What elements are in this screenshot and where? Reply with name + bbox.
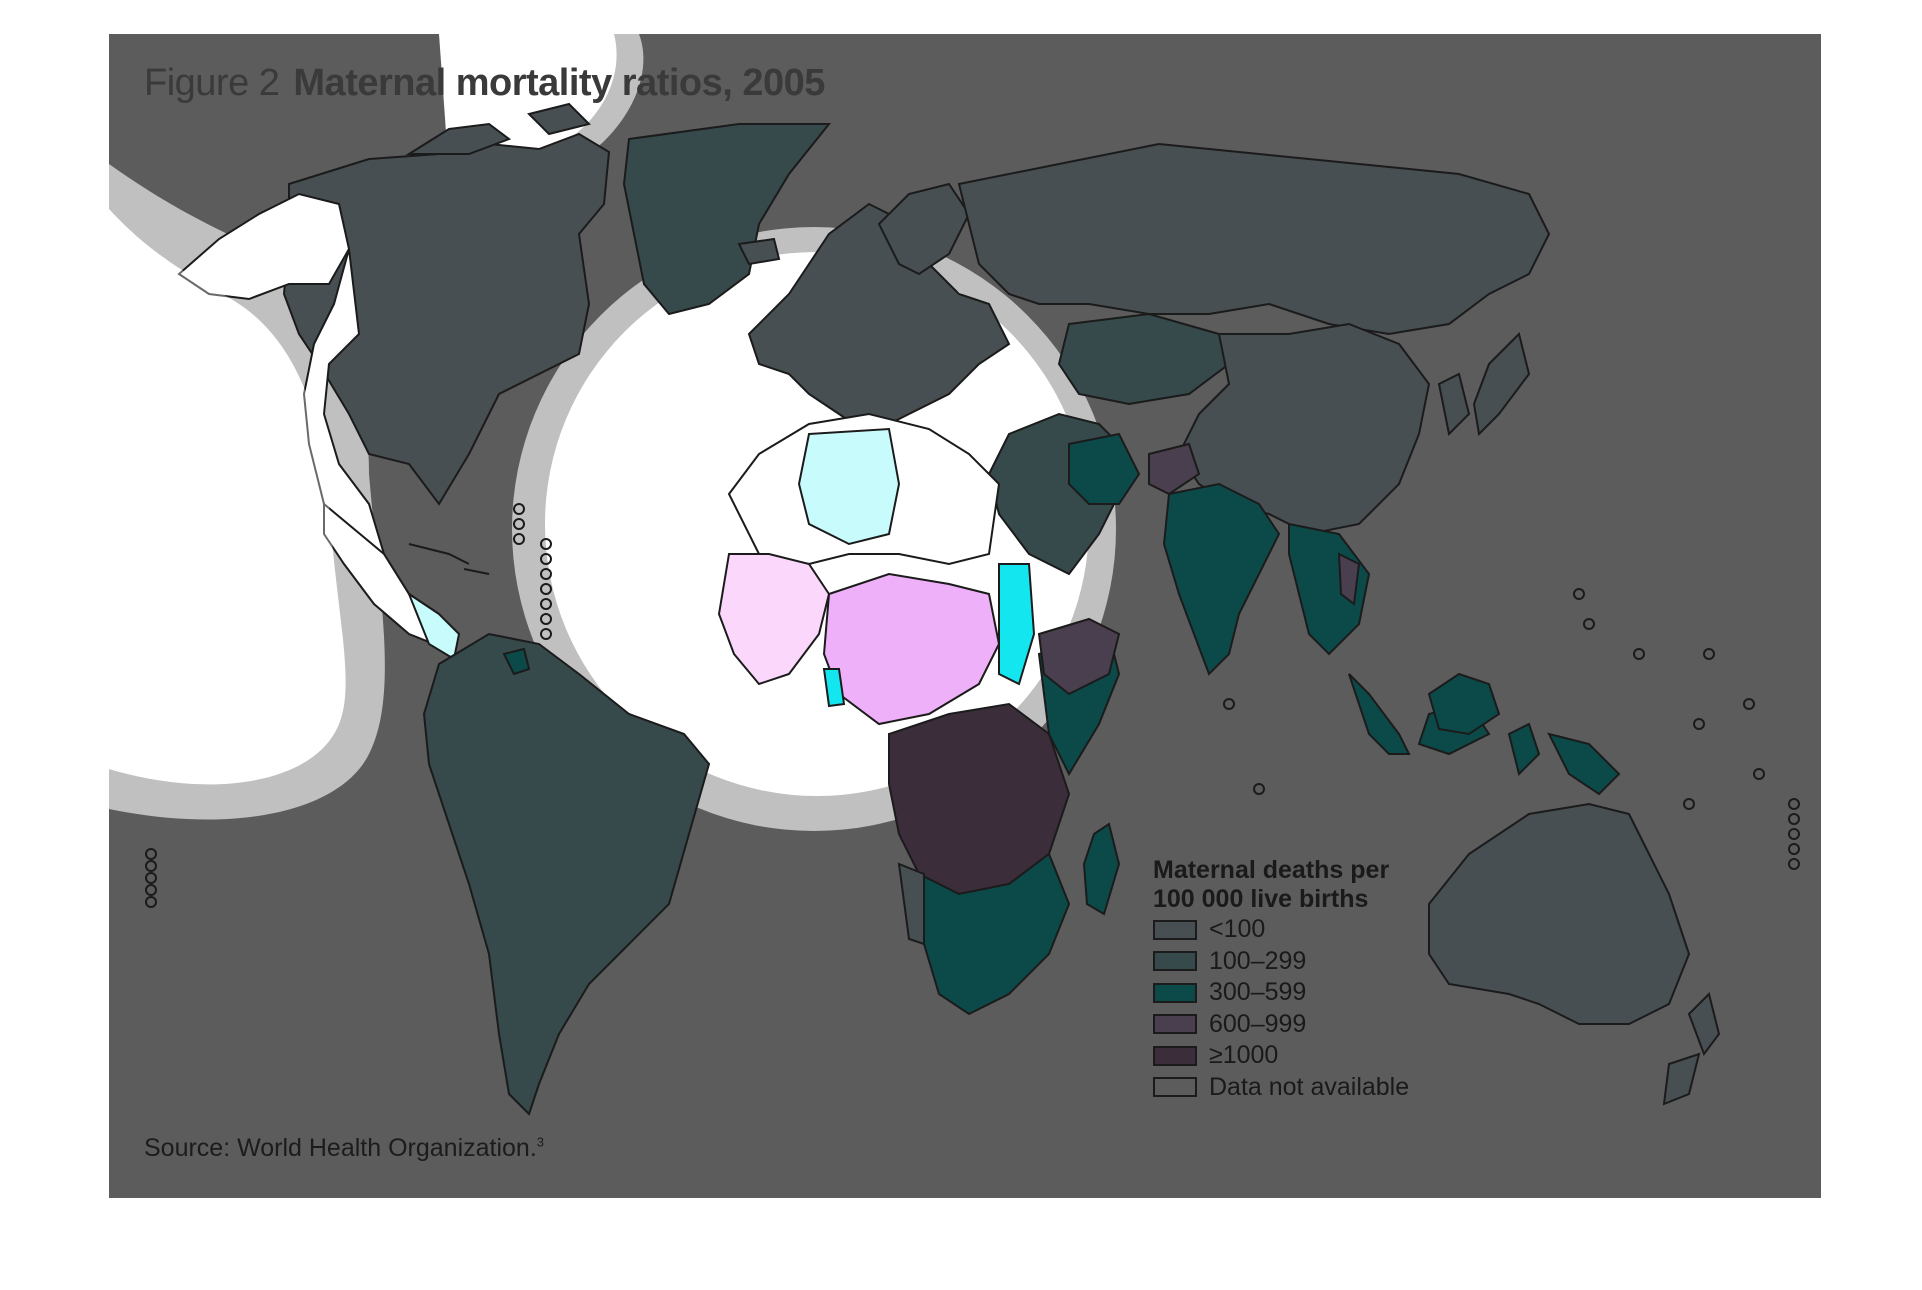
region-laos: [1337, 552, 1361, 606]
legend-items: <100 100–299 300–599 600–999 ≥1000 Data not a…: [1153, 914, 1413, 1103]
region-india: [1162, 482, 1281, 676]
source-note: Source: World Health Organization.3: [144, 1134, 544, 1163]
source-text: Source: World Health Organization.: [144, 1134, 537, 1162]
region-guiana: [502, 647, 531, 676]
region-korea-japan: [1437, 332, 1531, 437]
region-australia: [1428, 802, 1691, 1025]
legend-label: 300–599: [1209, 978, 1307, 1007]
legend-swatch: [1153, 1077, 1197, 1098]
legend-item: <100: [1153, 914, 1413, 946]
region-madagascar: [1082, 822, 1121, 916]
region-borneo: [1427, 672, 1501, 736]
legend-title-line2: 100 000 live births: [1153, 885, 1369, 913]
legend-label: ≥1000: [1209, 1041, 1279, 1070]
halo-overlay-west: [109, 209, 346, 785]
legend-item: 100–299: [1153, 946, 1413, 978]
map-legend: Maternal deaths per 100 000 live births …: [1153, 856, 1413, 1103]
legend-item: 600–999: [1153, 1009, 1413, 1041]
figure-title-text: Maternal mortality ratios, 2005: [293, 62, 825, 104]
legend-swatch: [1153, 982, 1197, 1003]
region-sudan: [998, 563, 1036, 686]
region-central-america: [406, 591, 461, 661]
legend-swatch: [1153, 951, 1197, 972]
region-afghanistan: [1148, 442, 1201, 496]
legend-label: 100–299: [1209, 946, 1307, 975]
legend-item: Data not available: [1153, 1072, 1413, 1104]
region-south-america: [422, 632, 711, 1116]
region-greenland: [622, 123, 832, 316]
region-scandinavia: [877, 182, 971, 276]
region-indonesia: [1348, 673, 1621, 796]
region-ethiopia: [1037, 617, 1121, 696]
world-map: [109, 34, 1821, 1198]
region-namibia: [897, 862, 925, 946]
legend-title-line1: Maternal deaths per: [1153, 856, 1390, 884]
figure-title: Figure 2 Maternal mortality ratios, 2005: [144, 62, 825, 105]
map-frame: Figure 2 Maternal mortality ratios, 2005 …: [109, 34, 1821, 1198]
legend-swatch: [1153, 1045, 1197, 1066]
halo-west-white: [109, 209, 346, 785]
region-new-zealand: [1662, 992, 1721, 1106]
legend-item: ≥1000: [1153, 1040, 1413, 1072]
region-canada-arctic: [405, 102, 591, 155]
region-europe: [747, 202, 1011, 436]
region-southeast-asia: [1288, 522, 1371, 656]
figure-number: Figure 2: [144, 62, 280, 104]
region-southern-africa: [917, 852, 1071, 1016]
legend-title: Maternal deaths per 100 000 live births: [1153, 856, 1413, 914]
pacific-islands: [145, 588, 1800, 908]
legend-item: 300–599: [1153, 977, 1413, 1009]
source-ref: 3: [536, 1134, 545, 1150]
region-west-africa-light: [717, 553, 831, 686]
legend-label: 600–999: [1209, 1009, 1307, 1038]
region-iran: [1068, 432, 1141, 505]
legend-swatch: [1153, 1014, 1197, 1035]
legend-label: <100: [1209, 915, 1266, 944]
region-central-asia: [1057, 312, 1231, 406]
caribbean-islands: [408, 503, 552, 640]
legend-swatch: [1153, 919, 1197, 940]
region-russia: [957, 142, 1551, 336]
region-china: [1177, 322, 1431, 536]
region-algeria: [797, 427, 901, 546]
region-ghana: [822, 668, 846, 708]
legend-label: Data not available: [1209, 1072, 1410, 1101]
region-iceland: [737, 237, 781, 266]
